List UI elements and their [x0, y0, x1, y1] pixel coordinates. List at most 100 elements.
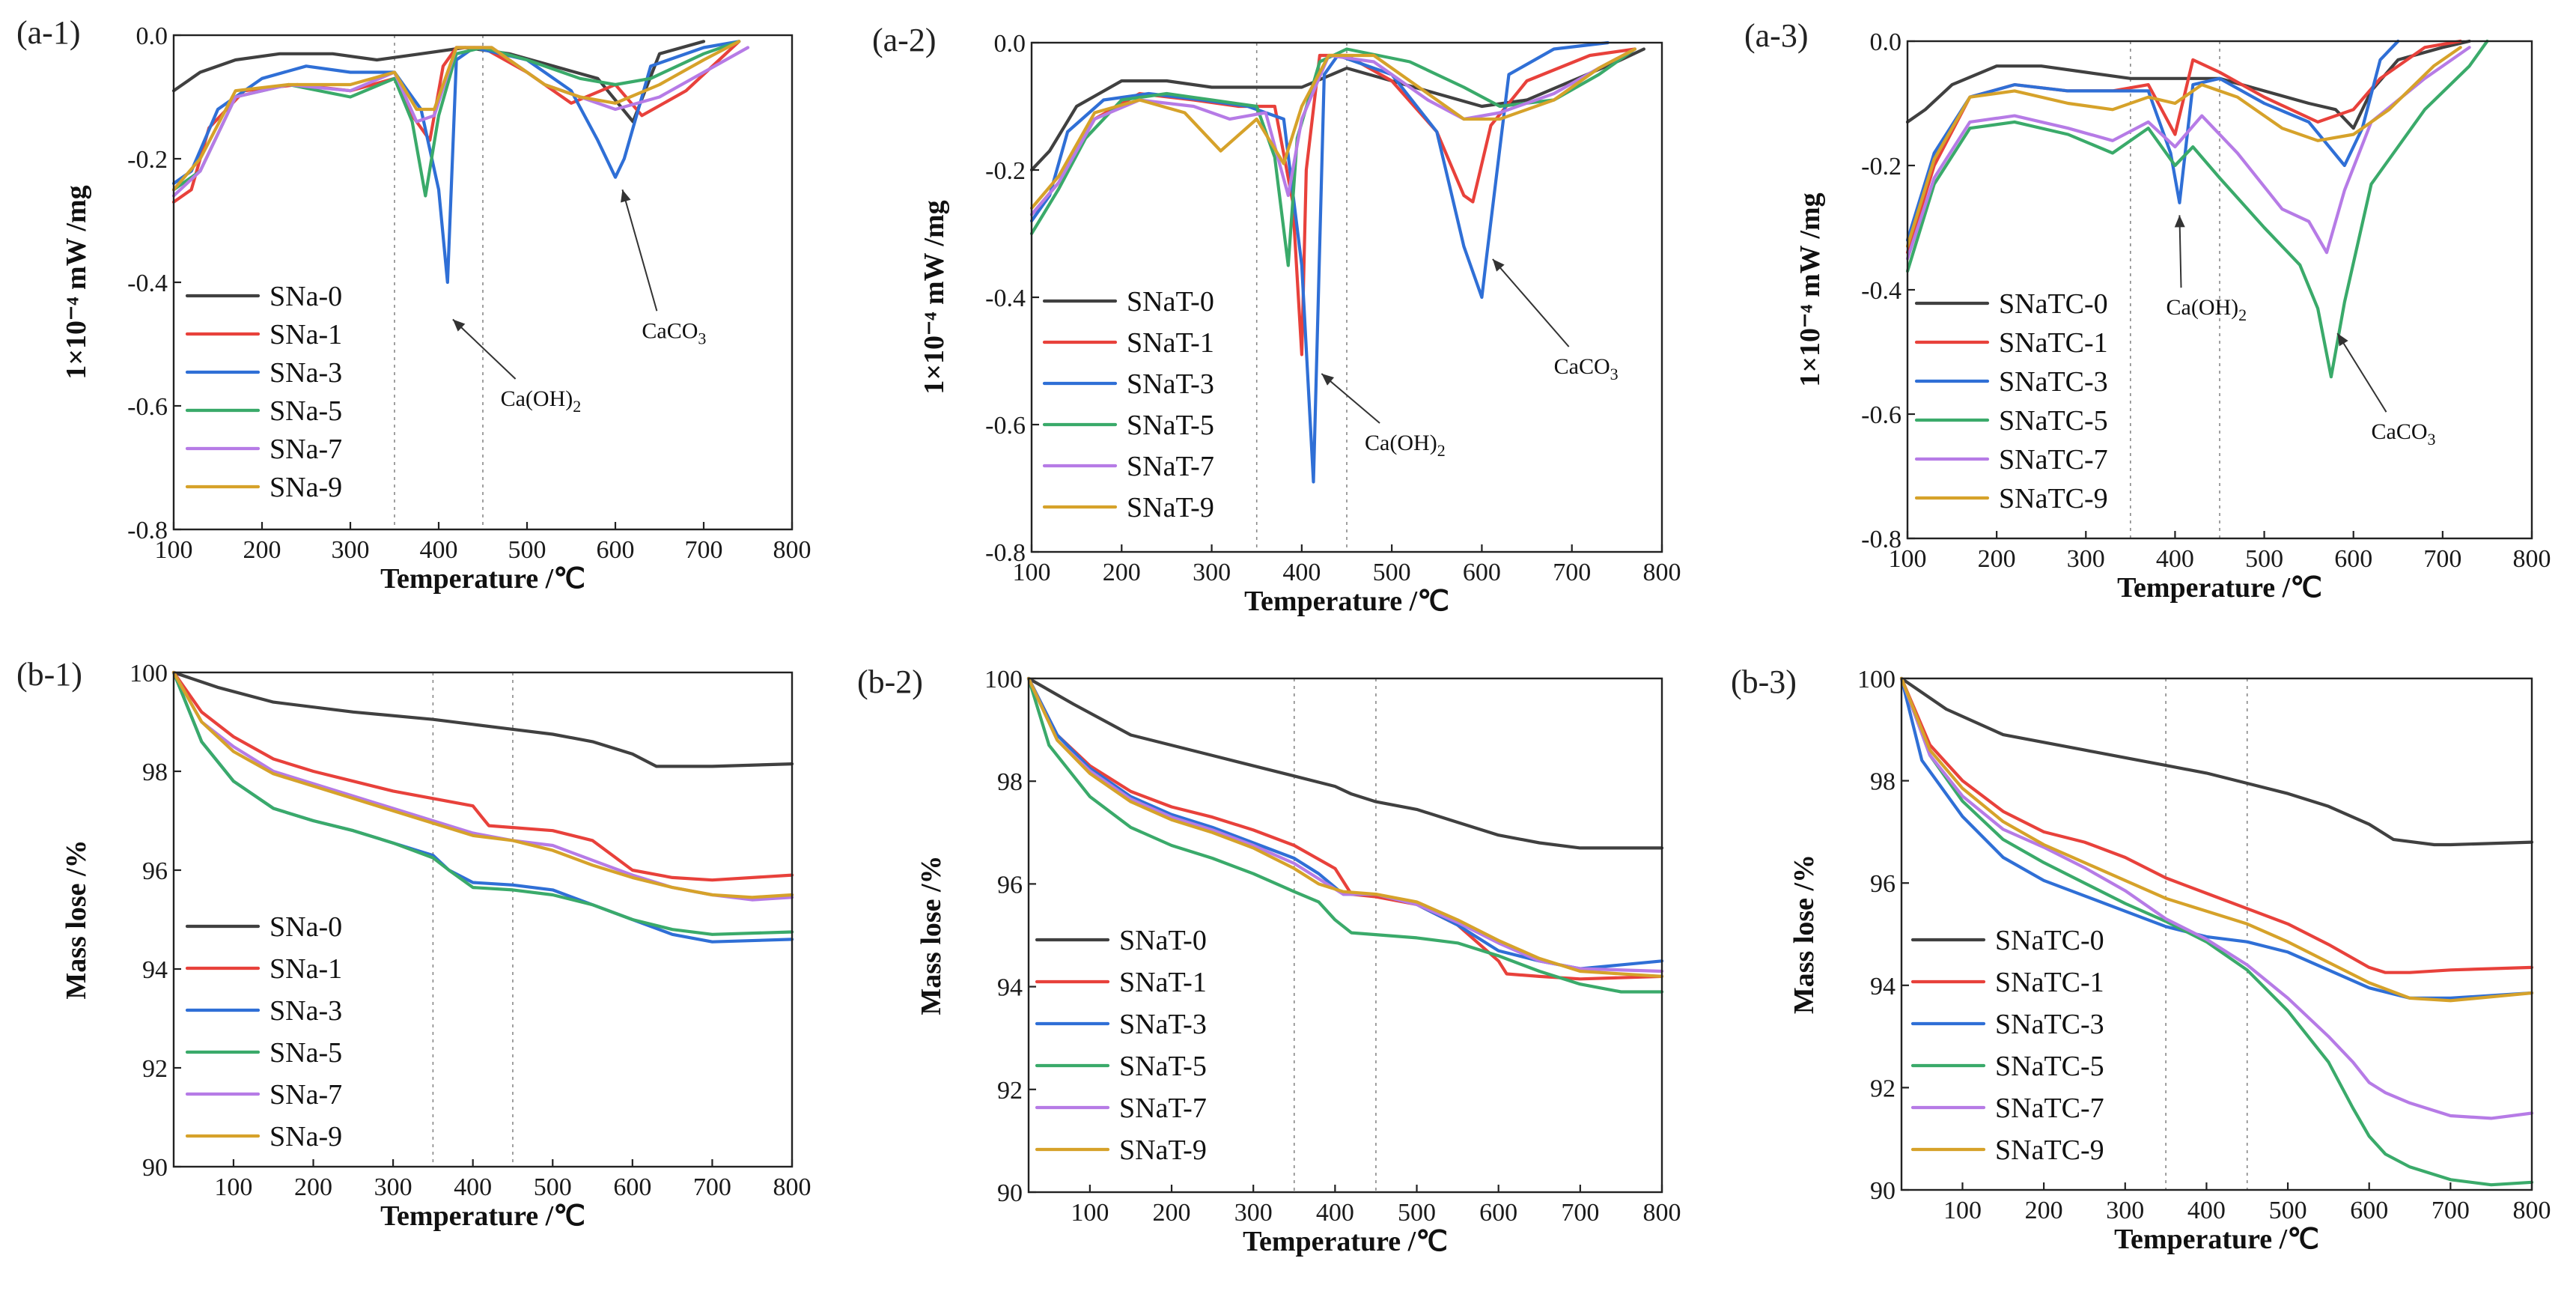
y-tick-label: 90: [142, 1154, 168, 1182]
legend-label: SNaTC-9: [1999, 483, 2108, 514]
annotation-arrow: [621, 189, 658, 312]
x-tick-label: 300: [1234, 1199, 1273, 1227]
x-tick-label: 700: [1561, 1199, 1599, 1227]
chart-panel-b1: (b-1) 100 200 300 400 500 600 700 800 90 92 94 96 98 1…: [16, 656, 812, 1232]
series-line-snatc-9: [1905, 46, 2462, 248]
series-line-sna-0: [171, 670, 794, 768]
annotation-arrow: [1321, 373, 1380, 424]
x-tick-label: 500: [1373, 559, 1411, 586]
chart-panel-a3: (a-3) 100 200 300 400 500 600 700 800 -0.8 -0.6 -0.…: [1744, 17, 2551, 604]
y-tick-label: 96: [142, 857, 168, 885]
annotation-text: Ca(OH): [501, 386, 573, 411]
legend-label: SNaTC-7: [1999, 444, 2108, 476]
y-tick-label: 98: [142, 759, 168, 786]
legend-label: SNaT-0: [1127, 286, 1214, 318]
y-tick-label: 100: [1857, 666, 1896, 693]
y-tick-label: -0.4: [985, 285, 1026, 312]
x-tick-label: 100: [1013, 559, 1051, 586]
legend-label: SNaTC-7: [1995, 1093, 2104, 1124]
arrowhead-icon: [621, 189, 631, 203]
x-tick-label: 100: [214, 1173, 252, 1201]
annotation-text: CaCO: [1554, 354, 1610, 379]
y-tick-label: 90: [997, 1179, 1023, 1207]
arrowhead-icon: [1492, 259, 1505, 272]
chart-panel-b2: (b-2) 100 200 300 400 500 600 700 800 90 92 94 96 98 1…: [857, 663, 1681, 1257]
series-line-sna-3: [171, 40, 741, 285]
legend-label: SNaTC-3: [1999, 366, 2108, 398]
x-tick-label: 400: [2187, 1197, 2226, 1224]
annotation-text: Ca(OH): [1365, 431, 1437, 455]
legend-label: SNaTC-5: [1999, 405, 2108, 437]
y-tick-label: 94: [997, 974, 1023, 1002]
legend-label: SNaT-1: [1127, 327, 1214, 359]
legend-label: SNaT-5: [1119, 1051, 1207, 1082]
x-tick-label: 800: [2513, 1197, 2551, 1224]
chart-panel-a2: (a-2) 100 200 300 400 500 600 700 800 -0.8 -0.6 -0.…: [872, 22, 1681, 617]
series-line-sna-0: [171, 40, 706, 124]
legend-label: SNa-0: [270, 281, 342, 312]
arrowhead-icon: [1321, 374, 1335, 386]
x-tick-label: 400: [420, 536, 458, 564]
x-axis-label: Temperature /℃: [2117, 572, 2322, 604]
annotation-arrow: [2178, 215, 2182, 288]
x-tick-label: 300: [1193, 559, 1231, 586]
legend-label: SNaTC-9: [1995, 1134, 2104, 1166]
plot-frame: [1900, 677, 2533, 1191]
x-tick-label: 400: [454, 1173, 492, 1201]
y-tick-label: 92: [142, 1055, 168, 1083]
x-tick-label: 600: [1463, 559, 1501, 586]
y-tick-label: 92: [1870, 1075, 1896, 1102]
x-tick-label: 600: [613, 1173, 651, 1201]
annotation-text: CaCO: [642, 318, 698, 343]
legend-label: SNa-9: [270, 472, 342, 503]
series-line-snatc-9: [1899, 676, 2534, 1003]
annotation-subscript: 3: [2428, 430, 2436, 449]
x-tick-label: 500: [2269, 1197, 2307, 1224]
series-line-sna-9: [171, 670, 794, 899]
annotation-label: CaCO3: [1554, 354, 1619, 383]
series-line-snat-5: [1026, 676, 1664, 994]
legend-label: SNaTC-3: [1995, 1009, 2104, 1040]
series-line-snat-7: [1026, 676, 1664, 973]
y-tick-label: 94: [142, 956, 168, 984]
legend-label: SNaTC-5: [1995, 1051, 2104, 1082]
x-tick-label: 800: [2513, 545, 2551, 573]
legend-label: SNaTC-1: [1995, 967, 2104, 998]
y-tick-label: -0.4: [127, 270, 168, 297]
series-line-snatc-1: [1899, 676, 2534, 974]
y-tick-label: 98: [1870, 768, 1896, 796]
series-line-sna-7: [171, 670, 794, 902]
x-tick-label: 200: [1103, 559, 1141, 586]
x-tick-label: 200: [243, 536, 281, 564]
x-tick-label: 300: [2067, 545, 2105, 573]
x-tick-label: 500: [508, 536, 546, 564]
legend-label: SNaT-3: [1119, 1009, 1207, 1040]
series-line-snatc-0: [1899, 676, 2534, 847]
x-tick-label: 500: [1398, 1199, 1436, 1227]
legend-label: SNa-9: [270, 1121, 342, 1152]
y-tick-label: -0.2: [985, 157, 1026, 185]
series-line-snatc-7: [1905, 46, 2471, 261]
legend-label: SNaT-9: [1119, 1134, 1207, 1166]
y-tick-label: -0.4: [1861, 277, 1901, 305]
series-line-sna-5: [171, 670, 794, 936]
legend-label: SNa-1: [270, 953, 342, 985]
y-tick-label: -0.2: [1861, 153, 1901, 180]
x-tick-label: 600: [2350, 1197, 2388, 1224]
x-tick-label: 800: [1643, 559, 1681, 586]
x-tick-label: 400: [1316, 1199, 1354, 1227]
x-tick-label: 600: [1479, 1199, 1517, 1227]
y-axis-label: 1×10⁻⁴ mW /mg: [919, 200, 950, 394]
series-line-snat-3: [1029, 40, 1610, 484]
x-tick-label: 600: [597, 536, 635, 564]
chart-panel-a1: (a-1) 100 200 300 400 500 600 700 800 -0.8 -0.6 -0.…: [16, 14, 812, 595]
legend-label: SNaT-7: [1119, 1093, 1207, 1124]
x-tick-label: 800: [1643, 1199, 1681, 1227]
annotation-label: Ca(OH)2: [501, 386, 582, 416]
y-tick-label: 96: [1870, 870, 1896, 898]
x-tick-label: 400: [2156, 545, 2194, 573]
series-line-sna-3: [171, 670, 794, 944]
series-line-snat-7: [1029, 47, 1636, 216]
y-axis-label: Mass lose /%: [916, 855, 947, 1015]
